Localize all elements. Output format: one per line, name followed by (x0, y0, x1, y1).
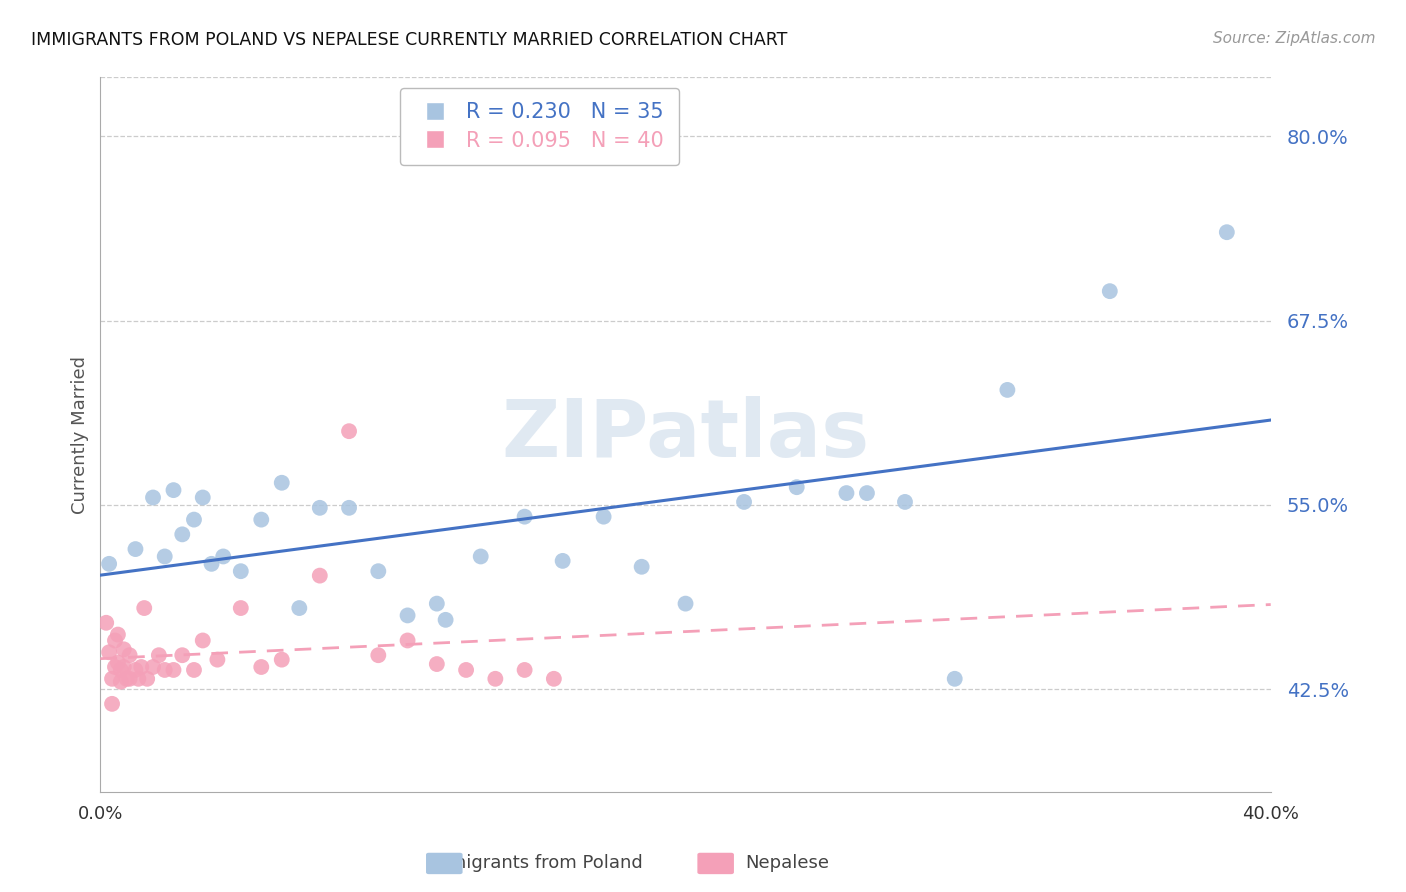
Point (124, 663, 146, 677)
Point (115, 672, 138, 686)
Point (162, 663, 184, 677)
Point (134, 601, 156, 615)
Point (513, 663, 536, 677)
Point (101, 697, 124, 711)
Point (270, 652, 292, 666)
Text: Nepalese: Nepalese (745, 855, 830, 872)
Point (513, 509, 536, 524)
Point (835, 486, 858, 500)
Point (1098, 284, 1121, 298)
Point (396, 633, 419, 648)
Point (153, 549, 176, 564)
Point (153, 663, 176, 677)
Point (104, 633, 127, 648)
Point (270, 475, 292, 490)
Point (456, 663, 478, 677)
Point (675, 597, 697, 611)
Text: IMMIGRANTS FROM POLAND VS NEPALESE CURRENTLY MARRIED CORRELATION CHART: IMMIGRANTS FROM POLAND VS NEPALESE CURRE… (31, 31, 787, 49)
Point (112, 642, 135, 657)
Point (592, 509, 614, 524)
Point (183, 513, 205, 527)
Point (943, 672, 966, 686)
Point (127, 672, 149, 686)
Text: Immigrants from Poland: Immigrants from Poland (426, 855, 643, 872)
Point (148, 648, 170, 663)
Point (288, 601, 311, 615)
Text: Source: ZipAtlas.com: Source: ZipAtlas.com (1212, 31, 1375, 46)
Point (337, 500, 360, 515)
Point (551, 554, 574, 568)
Point (124, 542, 146, 557)
Point (172, 527, 194, 541)
Point (183, 663, 205, 677)
Point (118, 648, 141, 663)
Point (733, 495, 755, 509)
Legend: R = 0.230   N = 35, R = 0.095   N = 40: R = 0.230 N = 35, R = 0.095 N = 40 (399, 87, 679, 165)
Point (470, 549, 492, 564)
Point (98, 645, 121, 659)
Point (229, 564, 252, 578)
Point (110, 674, 132, 689)
Y-axis label: Currently Married: Currently Married (72, 356, 89, 514)
Point (308, 568, 330, 582)
Point (396, 608, 419, 623)
Point (172, 648, 194, 663)
Point (104, 660, 127, 674)
Point (136, 672, 159, 686)
Point (96, 615, 118, 630)
Point (229, 601, 252, 615)
Point (484, 672, 506, 686)
Point (308, 500, 330, 515)
Point (426, 657, 449, 671)
Point (543, 672, 565, 686)
Point (250, 513, 273, 527)
Text: ZIPatlas: ZIPatlas (502, 396, 870, 474)
Point (207, 652, 229, 666)
Point (118, 672, 141, 686)
Point (107, 656, 129, 670)
Point (112, 660, 135, 674)
Point (107, 627, 129, 641)
Point (191, 633, 214, 648)
Point (786, 480, 808, 494)
Point (426, 597, 449, 611)
Point (98, 557, 121, 571)
Point (110, 663, 132, 677)
Point (162, 483, 184, 497)
Point (367, 564, 389, 578)
Point (142, 660, 165, 674)
Point (894, 495, 917, 509)
Point (101, 672, 124, 686)
Point (142, 491, 165, 505)
Point (191, 491, 214, 505)
Point (367, 648, 389, 663)
Point (434, 613, 457, 627)
Point (212, 549, 235, 564)
Point (250, 660, 273, 674)
Point (630, 559, 652, 574)
Point (337, 424, 360, 438)
Point (1216, 225, 1239, 239)
Point (856, 486, 879, 500)
Point (200, 557, 222, 571)
Point (995, 383, 1018, 397)
Point (131, 660, 153, 674)
